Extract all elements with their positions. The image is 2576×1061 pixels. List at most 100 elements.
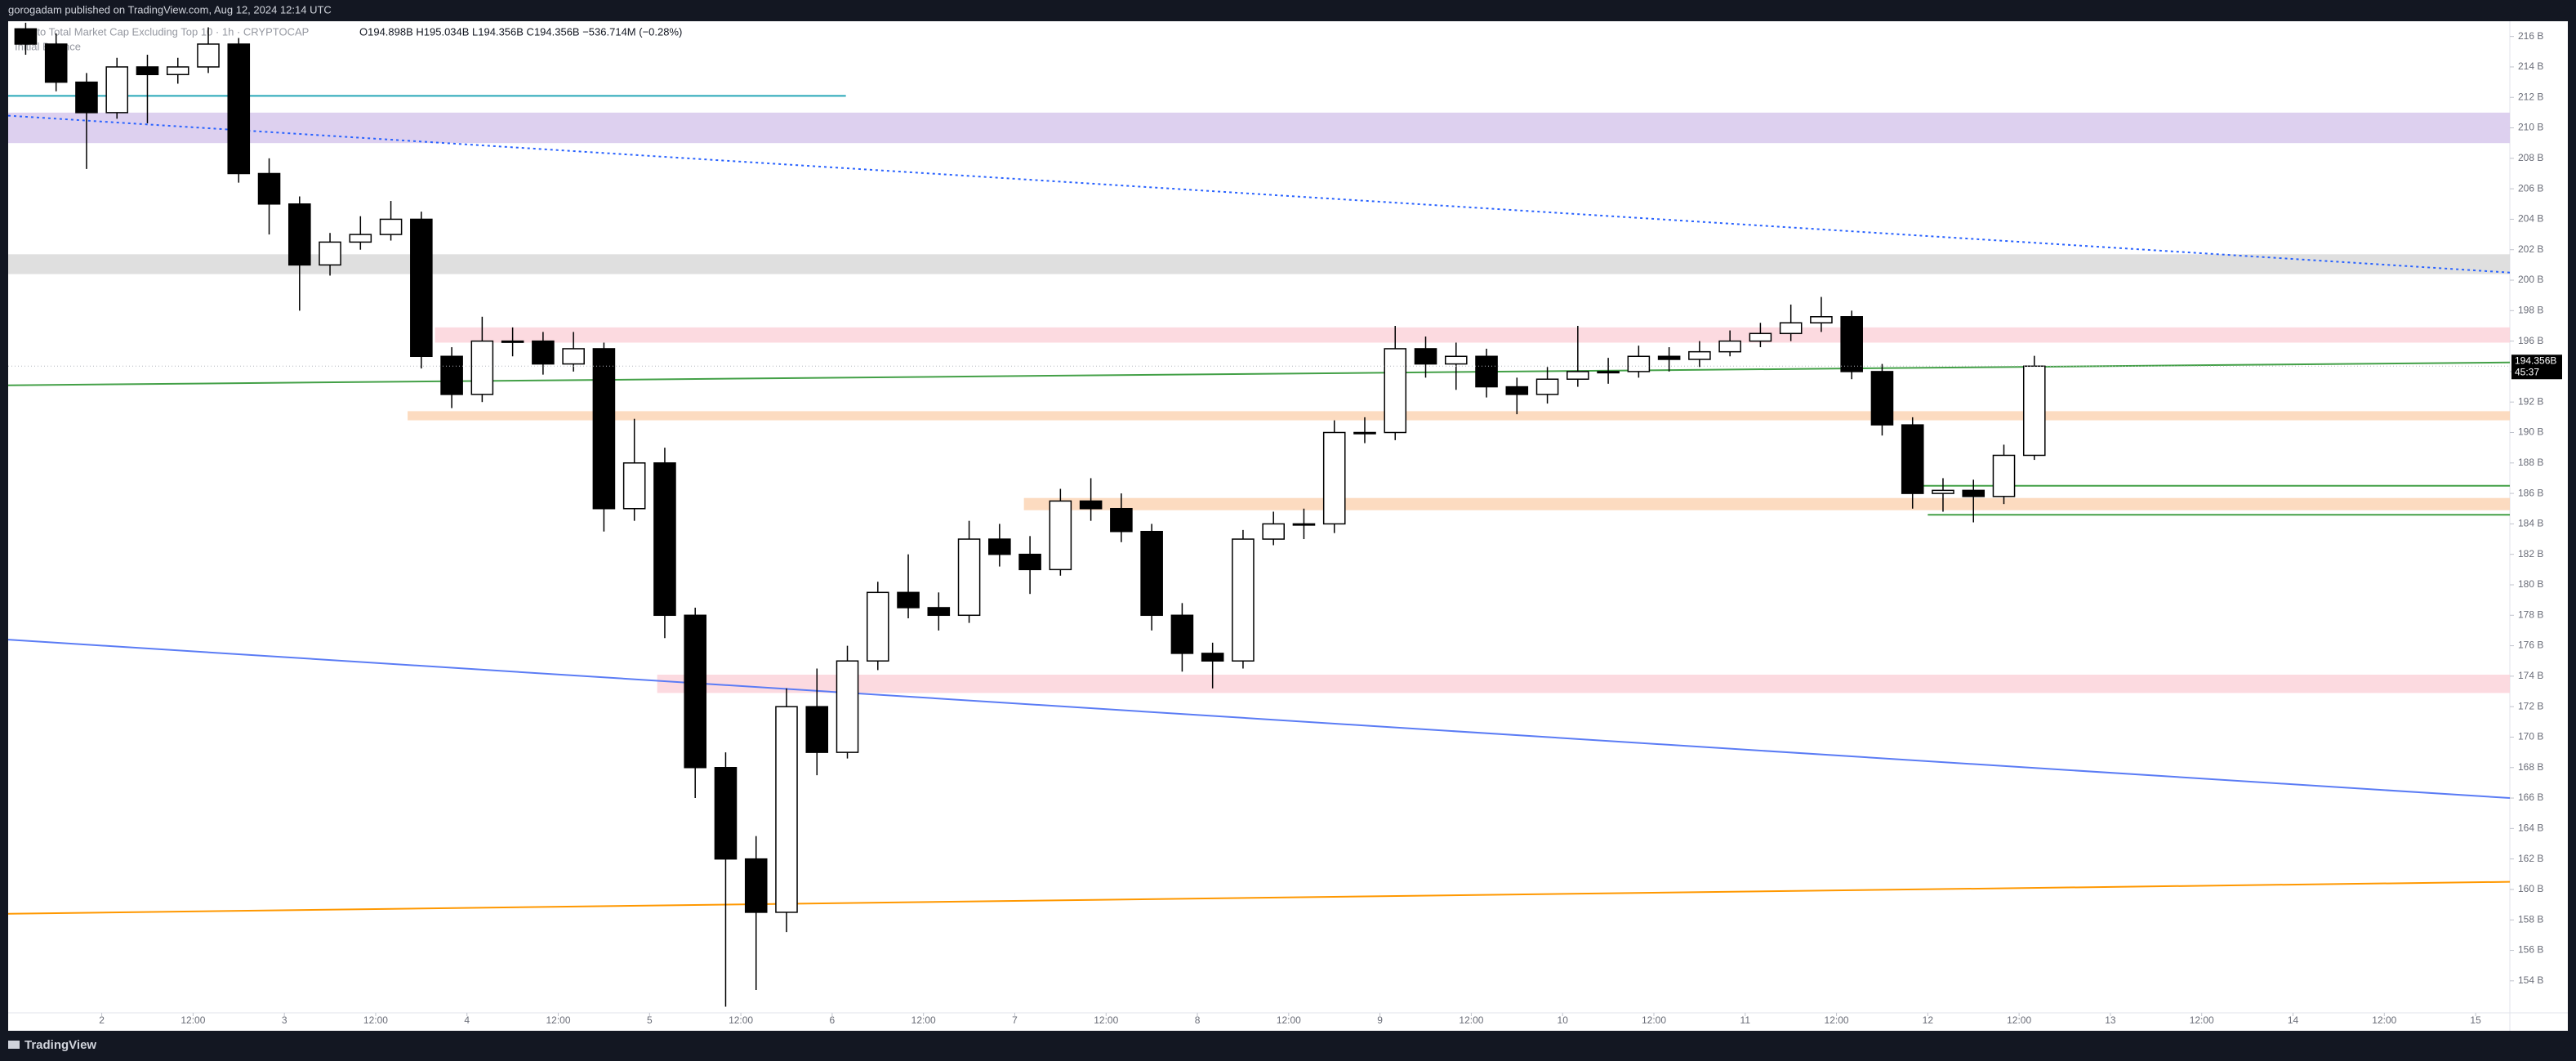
y-tick-label: 198 B [2518,304,2543,315]
y-tick-label: 192 B [2518,395,2543,407]
y-tick-label: 196 B [2518,335,2543,346]
countdown: 45:37 [2515,366,2539,377]
candle-body [379,218,403,235]
y-tick-label: 186 B [2518,487,2543,498]
y-tick-label: 178 B [2518,609,2543,620]
y-tick-label: 182 B [2518,548,2543,559]
candle-body [1535,378,1559,395]
logo [8,1041,20,1049]
candle-body [1049,500,1072,571]
candle-body [866,591,889,662]
candle-body [1870,371,1894,426]
candle-body [927,607,951,617]
candle-body [1567,371,1589,380]
x-tick-label: 12:00 [2372,1014,2396,1026]
x-tick-label: 12 [1923,1014,1934,1026]
candle-body [470,340,494,395]
candle-body [105,66,129,114]
y-tick-label: 172 B [2518,700,2543,711]
candle-body [1232,538,1255,662]
candle-body [1718,340,1741,353]
candle-body [1688,350,1711,360]
x-tick-label: 12:00 [2190,1014,2214,1026]
y-tick-label: 214 B [2518,60,2543,72]
candle-body [1627,355,1651,372]
candle-body [684,614,706,769]
candle-body [1322,431,1346,525]
candle-body [227,43,251,175]
candle-body [805,706,829,753]
candle-body [562,348,585,365]
y-tick-label: 206 B [2518,182,2543,194]
x-tick-label: 10 [1558,1014,1569,1026]
x-tick-label: 12:00 [546,1014,571,1026]
footer-brand: TradingView [25,1038,96,1052]
candle-body [166,66,189,76]
y-tick-label: 158 B [2518,913,2543,925]
x-tick-label: 8 [1195,1014,1201,1026]
x-tick-label: 12:00 [2007,1014,2031,1026]
y-tick-label: 202 B [2518,243,2543,255]
y-tick-label: 170 B [2518,731,2543,742]
x-tick-label: 13 [2105,1014,2116,1026]
y-tick-label: 200 B [2518,274,2543,285]
candle-body [1962,489,1985,497]
y-tick-label: 190 B [2518,426,2543,438]
zone [657,675,2510,693]
candle-body [1597,371,1620,374]
y-tick-label: 184 B [2518,518,2543,529]
candle-body [836,660,859,753]
x-tick-label: 11 [1740,1014,1751,1026]
candle-body [501,340,524,343]
y-tick-label: 168 B [2518,761,2543,773]
candle-body [319,241,341,266]
candle-body [622,462,646,510]
x-tick-label: 12:00 [1094,1014,1118,1026]
candle-body [14,28,38,45]
candle-body [1140,530,1163,617]
candle-body [1292,523,1316,526]
x-tick-label: 14 [2288,1014,2299,1026]
x-tick-label: 12:00 [1459,1014,1483,1026]
candle-body [1992,454,2016,497]
candle-body [744,858,768,913]
x-tick-label: 15 [2470,1014,2481,1026]
candle-body [1779,322,1803,335]
candle-body [1657,355,1681,360]
candle-body [957,538,981,617]
x-tick-label: 12:00 [1277,1014,1301,1026]
y-tick-label: 162 B [2518,853,2543,864]
x-tick-label: 12:00 [1825,1014,1849,1026]
y-tick-label: 160 B [2518,883,2543,894]
zone [8,112,2510,144]
y-tick-label: 188 B [2518,457,2543,468]
chart-title: Crypto Total Market Cap Excluding Top 10… [15,25,309,38]
candle-body [714,767,738,860]
candle-body [1749,332,1772,342]
candle-body [1079,500,1103,510]
y-tick-label: 166 B [2518,791,2543,803]
zone [408,411,2510,421]
y-tick-label: 212 B [2518,91,2543,102]
candle-body [592,348,616,510]
candle-body [775,706,798,913]
candle-body [1018,553,1041,571]
candle-body [1840,316,1863,372]
candle-body [287,203,311,266]
candle-body [653,462,676,617]
y-tick-label: 176 B [2518,640,2543,651]
candle-body [1810,316,1833,323]
trend-line [7,880,2511,915]
zone [8,254,2510,274]
y-tick-label: 204 B [2518,213,2543,225]
y-tick-label: 180 B [2518,578,2543,590]
x-tick-label: 2 [99,1014,105,1026]
trend-line [7,114,2511,274]
candle-body [440,355,463,395]
candle-body [1353,431,1376,435]
candle-body [1384,348,1407,434]
candle-body [988,538,1011,555]
zone [1023,497,2510,510]
